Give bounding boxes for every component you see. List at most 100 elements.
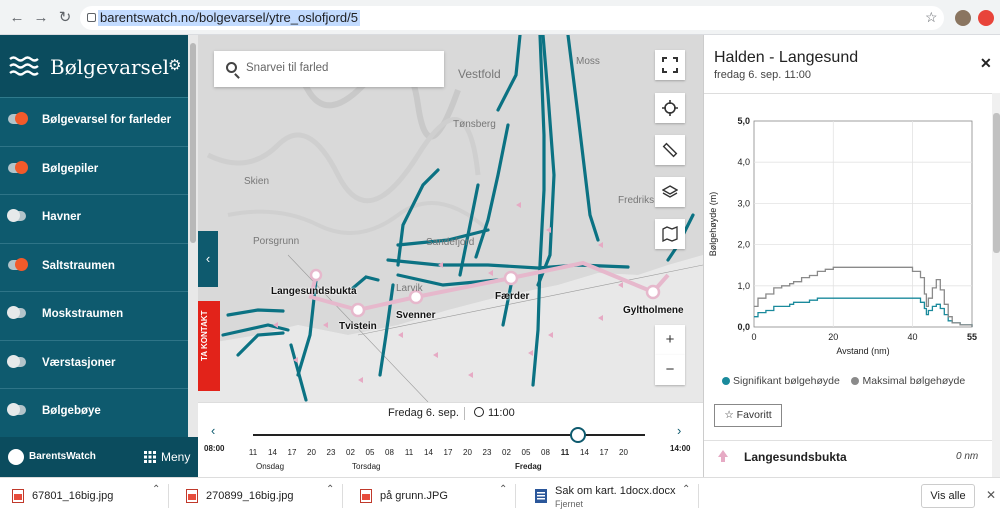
barentswatch-brand[interactable]: BarentsWatch [29, 451, 96, 462]
route-node-svenner[interactable] [408, 289, 424, 305]
chevron-up-icon[interactable]: ⌃ [152, 484, 161, 495]
timeline-track[interactable] [253, 434, 645, 436]
forward-arrow-icon[interactable]: → [33, 9, 49, 26]
wave-chart: 0,0 1,0 2,0 3,0 4,0 5,0 0 20 40 55 Avstand (nm) Bøl… [704, 105, 994, 375]
collapse-sidebar-button[interactable]: ‹ [198, 231, 218, 287]
favorite-button[interactable]: ☆ Favoritt [714, 404, 782, 427]
route-label-tvistein[interactable]: Tvistein [339, 321, 377, 332]
timeline-tick[interactable]: 11 [248, 448, 258, 457]
toggle-switch[interactable] [8, 160, 28, 174]
address-bar[interactable]: barentswatch.no/bolgevarsel/ytre_oslofjo… [80, 6, 944, 30]
sidebar-item-label: Saltstraumen [42, 259, 115, 272]
timeline-tick[interactable]: 20 [307, 448, 316, 457]
timeline-handle[interactable] [570, 427, 586, 443]
timeline-tick[interactable]: 17 [599, 448, 609, 457]
layers-button[interactable] [655, 177, 685, 207]
chart-y-tick-label: 2,0 [737, 240, 750, 250]
timeline-time: 11:00 [488, 407, 515, 419]
sidebar-item[interactable]: Bølgepiler [0, 147, 188, 195]
sidebar-item[interactable]: Saltstraumen [0, 244, 188, 292]
sidebar-item[interactable]: Værstasjoner [0, 341, 188, 389]
timeline-next-time[interactable]: 14:00 [670, 444, 691, 453]
timeline-tick[interactable]: 23 [326, 448, 336, 457]
timeline-tick[interactable]: 14 [424, 448, 433, 457]
timeline-tick[interactable]: 17 [443, 448, 453, 457]
panel-scrollbar[interactable] [992, 93, 1000, 477]
fairway-search[interactable]: Snarvei til farled [214, 51, 444, 87]
timeline-tick[interactable]: 08 [541, 448, 550, 457]
timeline-tick[interactable]: 02 [502, 448, 511, 457]
contact-tab-label[interactable]: TA KONTAKT [200, 310, 209, 361]
map-canvas[interactable] [198, 35, 703, 402]
timeline-next-chevron-icon[interactable]: › [677, 423, 682, 438]
timeline-tick[interactable]: 20 [463, 448, 472, 457]
toggle-switch[interactable] [8, 257, 28, 271]
timeline-tick[interactable]: 08 [385, 448, 394, 457]
measure-button[interactable] [655, 135, 685, 165]
route-label-gyltholmene[interactable]: Gyltholmene [623, 305, 684, 316]
timeline-tick[interactable]: 17 [287, 448, 297, 457]
route-detail-panel: Halden - Langesund fredag 6. sep. 11:00 … [703, 35, 1000, 477]
reload-icon[interactable]: ↻ [58, 9, 72, 26]
toggle-switch[interactable] [7, 403, 26, 416]
fullscreen-button[interactable] [655, 50, 685, 80]
back-arrow-icon[interactable]: ← [9, 9, 25, 26]
chevron-up-icon[interactable]: ⌃ [499, 484, 508, 495]
timeline-tick[interactable]: 14 [580, 448, 589, 457]
route-node-gyltholmene[interactable] [645, 284, 661, 300]
chevron-up-icon[interactable]: ⌃ [326, 484, 335, 495]
gear-icon[interactable]: ⚙ [168, 57, 182, 74]
close-icon[interactable]: ✕ [986, 488, 997, 502]
download-separator [168, 484, 169, 508]
profile-avatar[interactable] [955, 10, 971, 26]
timeline-prev-time[interactable]: 08:00 [204, 444, 225, 453]
sidebar-item[interactable]: Bølgebøye [0, 389, 188, 438]
contact-tab[interactable]: TA KONTAKT [198, 301, 220, 391]
map-view[interactable]: Vestfold Moss Tønsberg Skien Fredriks Po… [198, 35, 703, 402]
download-item[interactable]: 270899_16big.jpg [186, 484, 346, 510]
menu-button[interactable]: Meny [161, 450, 191, 464]
map-help-button[interactable] [655, 219, 685, 249]
show-all-downloads-button[interactable]: Vis alle [921, 484, 975, 508]
sidebar-scrollbar[interactable] [188, 35, 198, 437]
fullscreen-icon [662, 57, 678, 73]
toggle-switch[interactable] [8, 112, 28, 125]
sidebar-item[interactable]: Bølgevarsel for farleder [0, 98, 188, 147]
route-label-faerder[interactable]: Færder [495, 291, 530, 302]
timeline-tick[interactable]: 14 [268, 448, 277, 457]
search-placeholder[interactable]: Snarvei til farled [246, 62, 329, 74]
timeline-tick[interactable]: 05 [365, 448, 375, 457]
route-label-svenner[interactable]: Svenner [396, 310, 436, 321]
timeline-tick[interactable]: 02 [346, 448, 355, 457]
timeline-tick[interactable]: 20 [619, 448, 628, 457]
timeline-tick[interactable]: 05 [521, 448, 531, 457]
locate-button[interactable] [655, 93, 685, 123]
close-icon[interactable]: ✕ [980, 55, 992, 71]
timeline-prev-chevron-icon[interactable]: ‹ [211, 423, 216, 438]
download-item[interactable]: Sak om kart. 1docx.docx Fjernet [535, 484, 695, 510]
route-label-langesundsbukta[interactable]: Langesundsbukta [271, 286, 357, 297]
bookmark-star-icon[interactable]: ☆ [925, 9, 938, 25]
sidebar-scroll-thumb[interactable] [190, 43, 196, 243]
url-text[interactable]: barentswatch.no/bolgevarsel/ytre_oslofjo… [98, 10, 360, 26]
zoom-in-button[interactable]: + [655, 325, 685, 355]
toggle-switch[interactable] [7, 209, 26, 222]
download-item[interactable]: 67801_16big.jpg [12, 484, 172, 510]
grid-menu-icon[interactable] [144, 451, 156, 463]
download-item[interactable]: på grunn.JPG [360, 484, 520, 510]
route-node-tvistein[interactable] [350, 302, 366, 318]
toggle-switch[interactable] [7, 306, 26, 319]
zoom-out-button[interactable]: − [655, 355, 685, 385]
timeline-tick[interactable]: 11 [404, 448, 414, 457]
panel-scroll-thumb[interactable] [993, 113, 1000, 253]
timeline-tick[interactable]: 11 [560, 448, 570, 457]
chevron-up-icon[interactable]: ⌃ [682, 484, 691, 495]
route-node-faerder[interactable] [503, 270, 519, 286]
extension-icon[interactable] [978, 10, 994, 26]
timeline-tick[interactable]: 23 [482, 448, 492, 457]
toggle-switch[interactable] [7, 354, 26, 368]
location-row[interactable]: Langesundsbukta 0 nm [704, 440, 992, 470]
sidebar-item[interactable]: Havner [0, 195, 188, 244]
route-node-langesundsbukta[interactable] [309, 268, 323, 282]
sidebar-item[interactable]: Moskstraumen [0, 292, 188, 341]
